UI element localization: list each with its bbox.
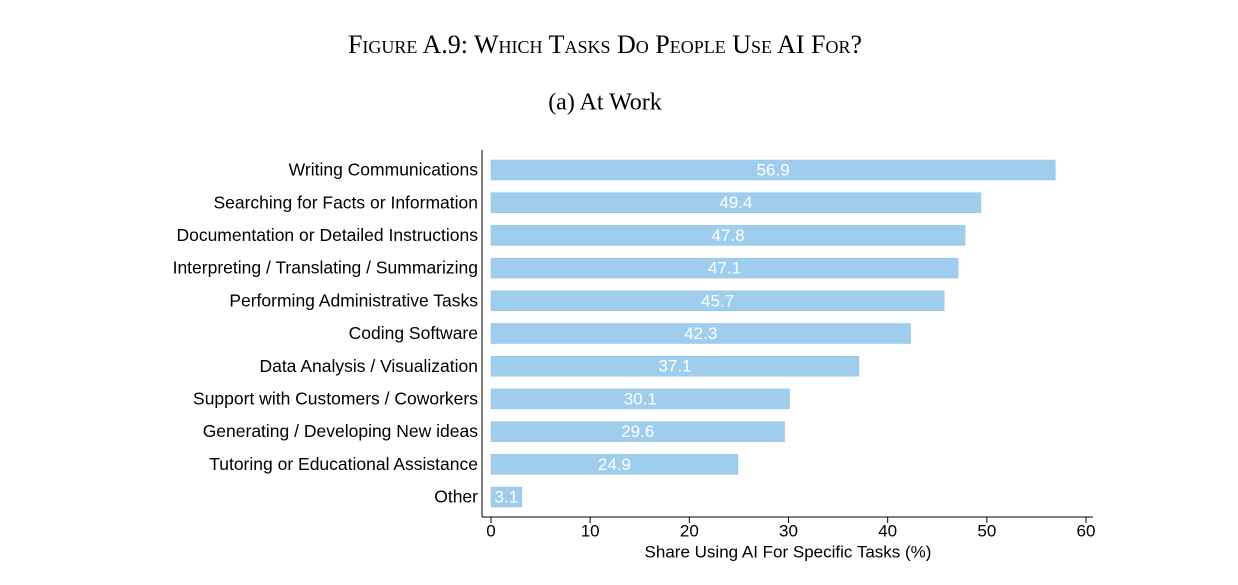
value-label: 49.4 (719, 193, 752, 212)
x-tick-label: 30 (779, 521, 798, 540)
bar (490, 225, 966, 246)
y-tick-label: Documentation or Detailed Instructions (176, 225, 478, 245)
value-label: 47.1 (708, 259, 741, 278)
x-tick-label: 0 (486, 521, 495, 540)
value-label: 30.1 (624, 389, 657, 408)
y-tick-label: Support with Customers / Coworkers (193, 389, 478, 409)
x-tick-label: 10 (581, 521, 600, 540)
y-tick-label: Coding Software (349, 323, 478, 343)
bar (490, 486, 522, 508)
bar (490, 290, 945, 312)
y-tick-label: Performing Administrative Tasks (229, 290, 478, 310)
bar (490, 192, 982, 213)
bar (490, 388, 790, 410)
value-label: 56.9 (757, 160, 790, 179)
chart-title: Figure A.9: Which Tasks Do People Use AI… (348, 30, 862, 59)
y-tick-label: Generating / Developing New ideas (203, 421, 479, 441)
bar (490, 421, 785, 442)
chart-subtitle: (a) At Work (548, 90, 662, 116)
bar (490, 159, 1056, 181)
value-label: 24.9 (598, 455, 631, 474)
value-label: 29.6 (621, 422, 654, 441)
value-label: 45.7 (701, 291, 734, 310)
value-label: 42.3 (684, 324, 717, 343)
bar (490, 257, 959, 279)
x-tick-label: 40 (878, 521, 897, 540)
value-label: 3.1 (495, 487, 519, 506)
bar (490, 355, 860, 377)
y-tick-label: Searching for Facts or Information (213, 192, 478, 212)
y-tick-label: Interpreting / Translating / Summarizing (173, 258, 478, 278)
bar (490, 323, 911, 344)
x-axis-label: Share Using AI For Specific Tasks (%) (645, 542, 932, 561)
y-tick-label: Other (434, 487, 478, 507)
bar (490, 454, 739, 475)
y-tick-label: Writing Communications (289, 160, 479, 180)
value-label: 47.8 (711, 226, 744, 245)
x-tick-label: 60 (1077, 521, 1096, 540)
y-tick-label: Tutoring or Educational Assistance (209, 454, 478, 474)
y-tick-label: Data Analysis / Visualization (259, 356, 478, 376)
value-label: 37.1 (658, 357, 691, 376)
x-tick-label: 50 (977, 521, 996, 540)
x-tick-label: 20 (680, 521, 699, 540)
